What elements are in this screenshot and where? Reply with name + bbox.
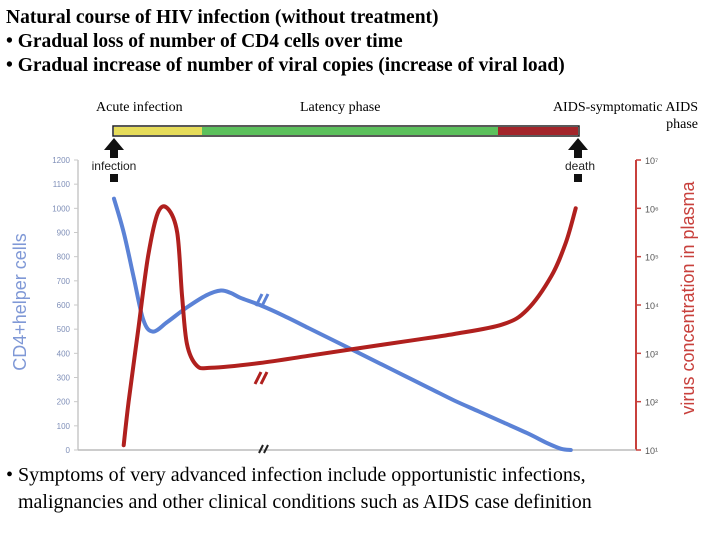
virus-break-marker bbox=[253, 371, 269, 385]
death-arrow-icon bbox=[568, 138, 588, 158]
phase-label-acute: Acute infection bbox=[96, 100, 183, 115]
y-tick-label: 700 bbox=[57, 277, 71, 286]
y-tick-label: 1200 bbox=[52, 156, 70, 165]
infection-arrow-icon bbox=[104, 138, 124, 158]
death-label: death bbox=[565, 159, 595, 173]
death-tick bbox=[574, 174, 582, 182]
phase-label-aids-line1: AIDS-symptomatic AIDS bbox=[552, 100, 698, 115]
y2-tick-label: 10⁴ bbox=[645, 301, 659, 311]
y-tick-label: 0 bbox=[66, 446, 71, 455]
left-y-axis: 0 100 200 300 400 500 600 700 800 900 1000 1100 1200 bbox=[52, 156, 79, 455]
heading-title: Natural course of HIV infection (without… bbox=[6, 7, 439, 28]
phase-label-latency: Latency phase bbox=[300, 100, 381, 115]
phase-bar-aids bbox=[498, 127, 578, 135]
phase-bar-latency bbox=[202, 127, 498, 135]
y-tick-label: 1000 bbox=[52, 204, 70, 213]
y-tick-label: 400 bbox=[57, 349, 71, 358]
y2-axis-label: virus concentration in plasma bbox=[678, 180, 698, 414]
infection-marker: infection bbox=[92, 138, 137, 182]
heading-bullet-cd4: • Gradual loss of number of CD4 cells ov… bbox=[6, 31, 403, 52]
footer-line2: malignancies and other clinical conditio… bbox=[18, 491, 592, 513]
y-tick-label: 500 bbox=[57, 325, 71, 334]
series-line-virus bbox=[121, 204, 578, 448]
right-y-axis: 10¹ 10² 10³ 10⁴ 10⁵ 10⁶ 10⁷ bbox=[635, 156, 659, 456]
footer-bullet: • Symptoms of very advanced infection in… bbox=[6, 462, 718, 516]
death-marker: death bbox=[565, 138, 595, 182]
series-line-cd4 bbox=[112, 196, 573, 452]
heading-bullet-viral: • Gradual increase of number of viral co… bbox=[6, 55, 565, 76]
infection-label: infection bbox=[92, 159, 137, 173]
phase-timeline-bar bbox=[112, 125, 580, 137]
infection-tick bbox=[110, 174, 118, 182]
footer-line1: • Symptoms of very advanced infection in… bbox=[6, 464, 586, 486]
cd4-break-marker bbox=[254, 293, 270, 307]
phase-label-aids: AIDS-symptomatic AIDS phase bbox=[518, 99, 698, 133]
y2-tick-label: 10⁷ bbox=[645, 156, 658, 166]
y-tick-label: 200 bbox=[57, 398, 71, 407]
y2-tick-label: 10² bbox=[645, 398, 658, 408]
axis-break-markers bbox=[253, 293, 270, 454]
y-tick-label: 800 bbox=[57, 253, 71, 262]
phase-bar-outline bbox=[112, 125, 580, 137]
y2-tick-label: 10⁵ bbox=[645, 253, 659, 263]
y-tick-label: 600 bbox=[57, 301, 71, 310]
y-tick-label: 300 bbox=[57, 374, 71, 383]
x-axis-break-marker bbox=[258, 444, 269, 454]
phase-label-aids-line2: phase bbox=[666, 117, 698, 132]
y2-tick-label: 10³ bbox=[645, 349, 658, 359]
y-axis-label: CD4+helper cells bbox=[10, 233, 30, 371]
y2-tick-label: 10¹ bbox=[645, 446, 658, 456]
y-tick-label: 100 bbox=[57, 422, 71, 431]
y-tick-label: 1100 bbox=[53, 180, 71, 189]
y2-tick-label: 10⁶ bbox=[645, 204, 659, 214]
slide-heading: Natural course of HIV infection (without… bbox=[6, 6, 718, 78]
y-tick-label: 900 bbox=[57, 229, 71, 238]
phase-bar-acute bbox=[114, 127, 202, 135]
